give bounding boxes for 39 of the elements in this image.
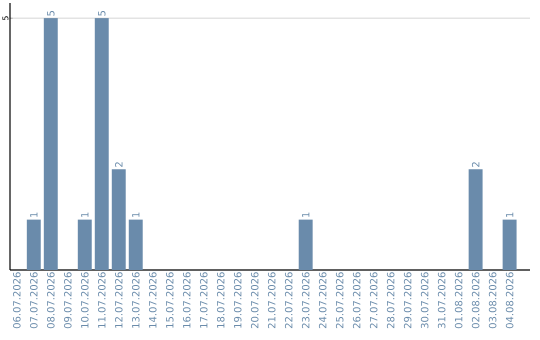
x-tick-label: 30.07.2026 <box>420 272 428 328</box>
x-tick-label: 22.07.2026 <box>284 272 292 328</box>
x-tick-label: 01.08.2026 <box>454 272 462 328</box>
data-label: 1 <box>132 212 140 217</box>
x-tick-label: 08.07.2026 <box>47 272 55 328</box>
x-tick-label: 29.07.2026 <box>404 272 412 328</box>
x-tick-label: 04.08.2026 <box>506 272 514 328</box>
x-tick-label: 06.07.2026 <box>13 272 21 328</box>
data-label: 1 <box>506 212 514 217</box>
x-tick-label: 12.07.2026 <box>114 272 123 328</box>
x-tick-label: 10.07.2026 <box>80 272 89 328</box>
x-tick-label: 27.07.2026 <box>370 272 378 328</box>
x-tick-label: 16.07.2026 <box>182 272 191 328</box>
x-tick-label: 21.07.2026 <box>268 272 276 328</box>
x-tick-label: 28.07.2026 <box>386 272 394 328</box>
x-tick-label: 31.07.2026 <box>438 272 446 328</box>
x-tick-label: 20.07.2026 <box>250 272 258 328</box>
x-tick-label: 23.07.2026 <box>302 272 310 328</box>
x-tick-label: 19.07.2026 <box>234 272 242 328</box>
data-label: 2 <box>472 162 480 167</box>
x-tick-label: 25.07.2026 <box>336 272 344 328</box>
data-label: 2 <box>115 162 122 167</box>
data-label: 5 <box>98 11 106 16</box>
x-tick-label: 15.07.2026 <box>166 272 174 328</box>
x-tick-label: 18.07.2026 <box>216 272 225 328</box>
x-tick-label: 17.07.2026 <box>200 272 208 328</box>
x-tick-label: 24.07.2026 <box>318 272 326 328</box>
data-label: 1 <box>81 212 88 217</box>
x-tick-label: 02.08.2026 <box>472 272 480 328</box>
x-tick-label: 07.07.2026 <box>30 272 38 328</box>
x-tick-label: 14.07.2026 <box>148 272 157 328</box>
x-tick-label: 09.07.2026 <box>64 272 72 328</box>
x-tick-label: 11.07.2026 <box>98 272 106 328</box>
x-tick-label: 13.07.2026 <box>132 272 140 328</box>
x-tick-label: 03.08.2026 <box>488 272 496 328</box>
x-tick-label: 26.07.2026 <box>352 272 360 328</box>
data-label: 5 <box>47 11 55 16</box>
data-label: 1 <box>30 212 38 217</box>
data-label: 1 <box>302 212 310 217</box>
